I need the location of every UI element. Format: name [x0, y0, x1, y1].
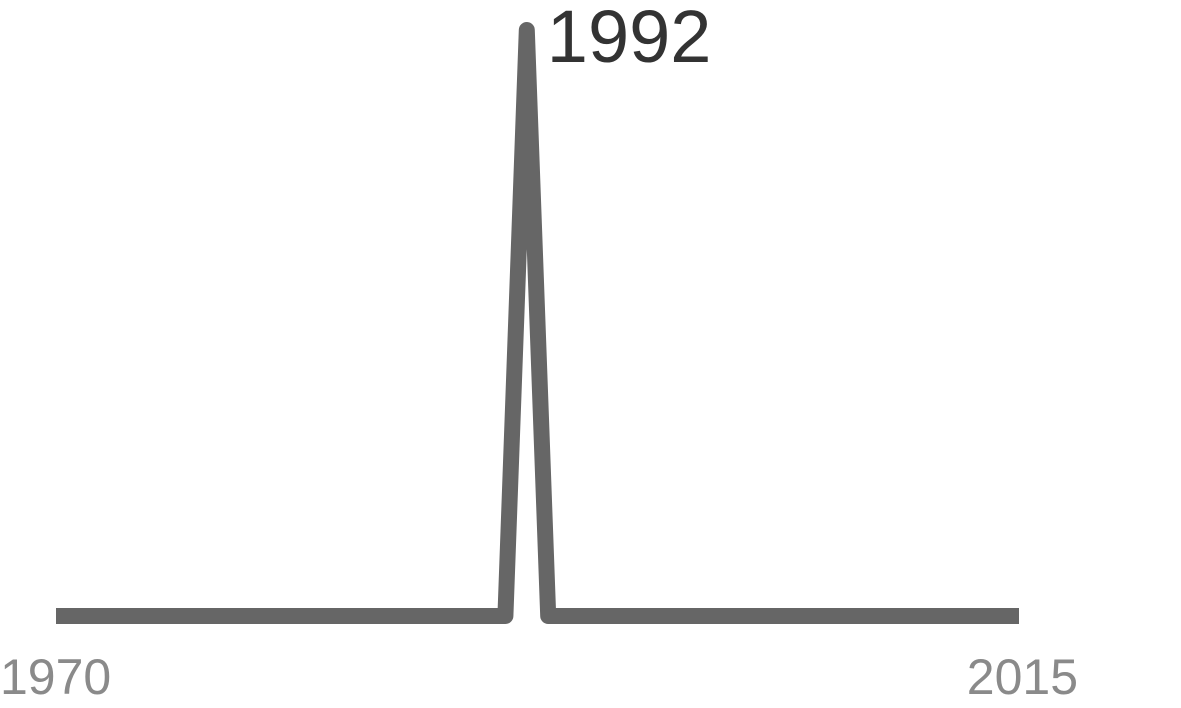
peak-year-annotation: 1992 [547, 0, 712, 78]
series-line [56, 22, 1019, 624]
x-tick-label-start: 1970 [0, 649, 111, 705]
series-line-layer [56, 22, 1019, 624]
x-tick-label-end: 2015 [967, 649, 1078, 705]
